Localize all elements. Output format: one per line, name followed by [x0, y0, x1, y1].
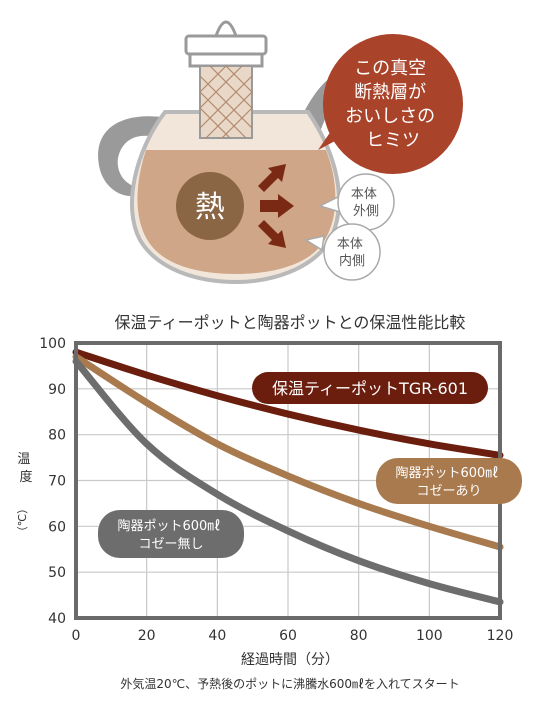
x-tick-label: 100: [416, 628, 443, 644]
bubble-line-4: ヒミツ: [366, 130, 420, 151]
x-axis-label: 経過時間（分）: [241, 652, 339, 668]
series-line-cozy: [72, 353, 504, 551]
heat-arrows: [258, 164, 294, 248]
teapot-illustration: 熱 この真空 断熱層が おいしさの ヒミツ 本体 外側 本体 内側: [98, 20, 463, 285]
legend-label-tgr601: 保温ティーポットTGR-601: [252, 372, 488, 404]
x-tick-label: 0: [72, 628, 81, 644]
y-tick-label: 100: [39, 336, 66, 352]
x-tick-label: 20: [138, 628, 156, 644]
outer-label: 本体 外側: [351, 187, 381, 219]
outer-label-circle: [337, 173, 395, 231]
vacuum-bubble: [323, 34, 463, 174]
arrow-down: [258, 220, 286, 248]
y-axis-unit: （℃）: [16, 503, 29, 537]
legend-label-nocozy: 陶器ポット600㎖ コゼー無し: [98, 510, 244, 558]
y-tick-label: 90: [48, 382, 66, 398]
chart-grid: [76, 343, 500, 618]
y-tick-label: 50: [48, 565, 66, 581]
y-axis-label: 温 度: [17, 452, 34, 485]
heat-circle: [176, 172, 244, 240]
chart-lines: [72, 348, 504, 606]
heat-label: 熱: [195, 190, 225, 225]
series-line-tgr601: [72, 348, 504, 459]
legend-box-tgr601: [252, 372, 488, 404]
x-tick-label: 60: [279, 628, 297, 644]
bubble-line-2: 断熱層が: [354, 82, 426, 103]
legend-text-tgr601: 保温ティーポットTGR-601: [272, 379, 468, 398]
legend-box-cozy: [376, 458, 522, 504]
y-tick-label: 80: [48, 428, 66, 444]
y-tick-label: 70: [48, 474, 66, 490]
legend-text-nocozy: 陶器ポット600㎖ コゼー無し: [118, 518, 225, 552]
legend-text-cozy: 陶器ポット600㎖ コゼーあり: [396, 465, 503, 499]
y-tick-label: 60: [48, 519, 66, 535]
footnote: 外気温20℃、予熱後のポットに沸騰水600㎖を入れてスタート: [120, 676, 459, 691]
arrow-mid: [260, 194, 294, 218]
legend-label-cozy: 陶器ポット600㎖ コゼーあり: [376, 458, 522, 504]
x-tick-label: 80: [350, 628, 368, 644]
y-tick-label: 40: [48, 611, 66, 627]
bubble-line-3: おいしさの: [345, 106, 435, 127]
legend-box-nocozy: [98, 510, 244, 558]
teapot-lid-top: [184, 34, 268, 56]
teapot-lid-knob: [213, 20, 239, 38]
bubble-text: この真空 断熱層が おいしさの ヒミツ: [345, 58, 441, 151]
x-tick-label: 40: [208, 628, 226, 644]
x-tick-labels: 0 20 40 60 80 100 120: [72, 628, 514, 644]
teapot-lid-band: [188, 52, 264, 68]
y-tick-labels: 40 50 60 70 80 90 100: [39, 336, 66, 627]
temperature-chart: 保温ティーポットと陶器ポットとの保温性能比較 40 50 60 70 80 90 100 0…: [16, 313, 522, 691]
inner-label-tail: [304, 235, 325, 252]
inner-label-circle: [323, 223, 381, 281]
chart-title: 保温ティーポットと陶器ポットとの保温性能比較: [115, 313, 466, 332]
strainer-mesh: [199, 65, 253, 139]
arrow-up: [258, 164, 286, 192]
series-line-nocozy: [72, 357, 504, 606]
teapot-handle: [98, 116, 168, 196]
inner-label: 本体 内側: [337, 237, 367, 269]
bubble-line-1: この真空: [354, 58, 426, 79]
x-tick-label: 120: [487, 628, 514, 644]
